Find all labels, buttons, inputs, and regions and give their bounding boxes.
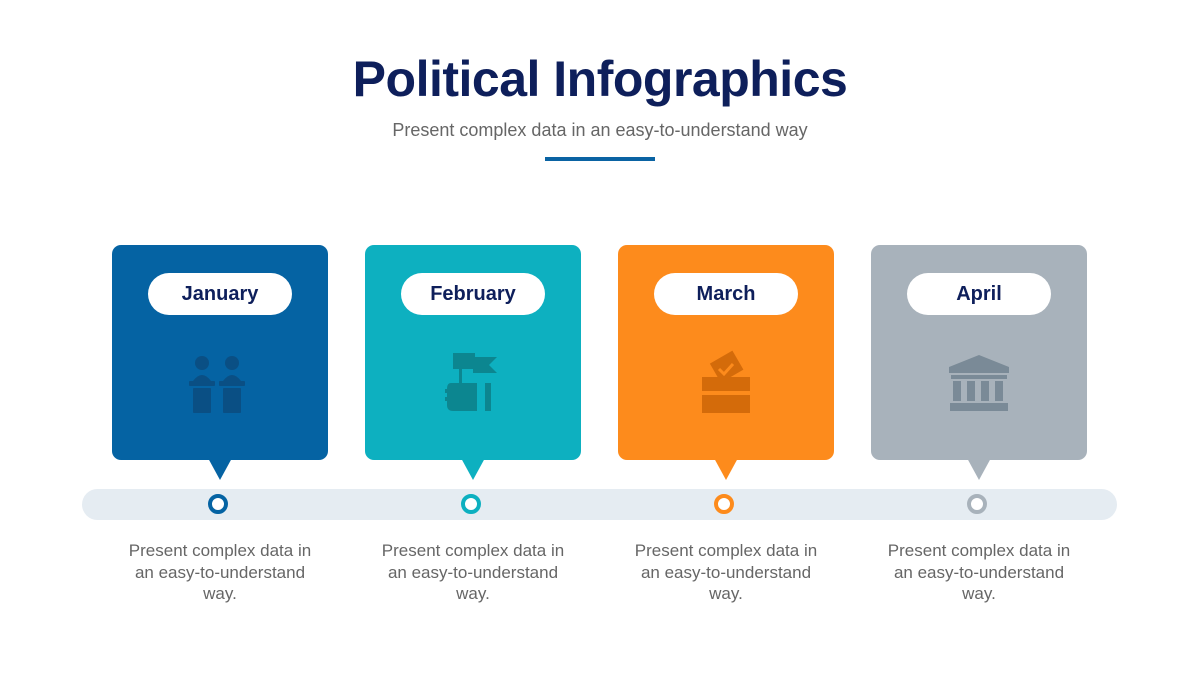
card-pointer [461,458,485,480]
timeline-marker [461,494,481,514]
card-pointer [714,458,738,480]
timeline-track [82,489,1117,520]
timeline-card-february: February [365,245,581,480]
step-description: Present complex data in an easy-to-under… [887,541,1071,603]
timeline-card-march: March [618,245,834,480]
timeline-marker [967,494,987,514]
page-subtitle: Present complex data in an easy-to-under… [392,120,808,140]
month-label: January [148,273,292,315]
timeline-card-april: April [871,245,1087,480]
month-label: March [654,273,798,315]
debate-podiums-icon [189,356,245,413]
ballot-box-icon [702,350,750,413]
step-description: Present complex data in an easy-to-under… [381,541,565,603]
hand-holding-flag-icon [445,353,497,411]
step-description: Present complex data in an easy-to-under… [634,541,818,603]
card-pointer [967,458,991,480]
month-label: February [401,273,545,315]
timeline-marker [714,494,734,514]
month-label: April [907,273,1051,315]
card-pointer [208,458,232,480]
timeline-card-january: January [112,245,328,480]
page-title: Political Infographics [352,51,848,107]
government-building-icon [949,355,1009,411]
title-underline [545,157,655,161]
timeline-marker [208,494,228,514]
step-description: Present complex data in an easy-to-under… [128,541,312,603]
